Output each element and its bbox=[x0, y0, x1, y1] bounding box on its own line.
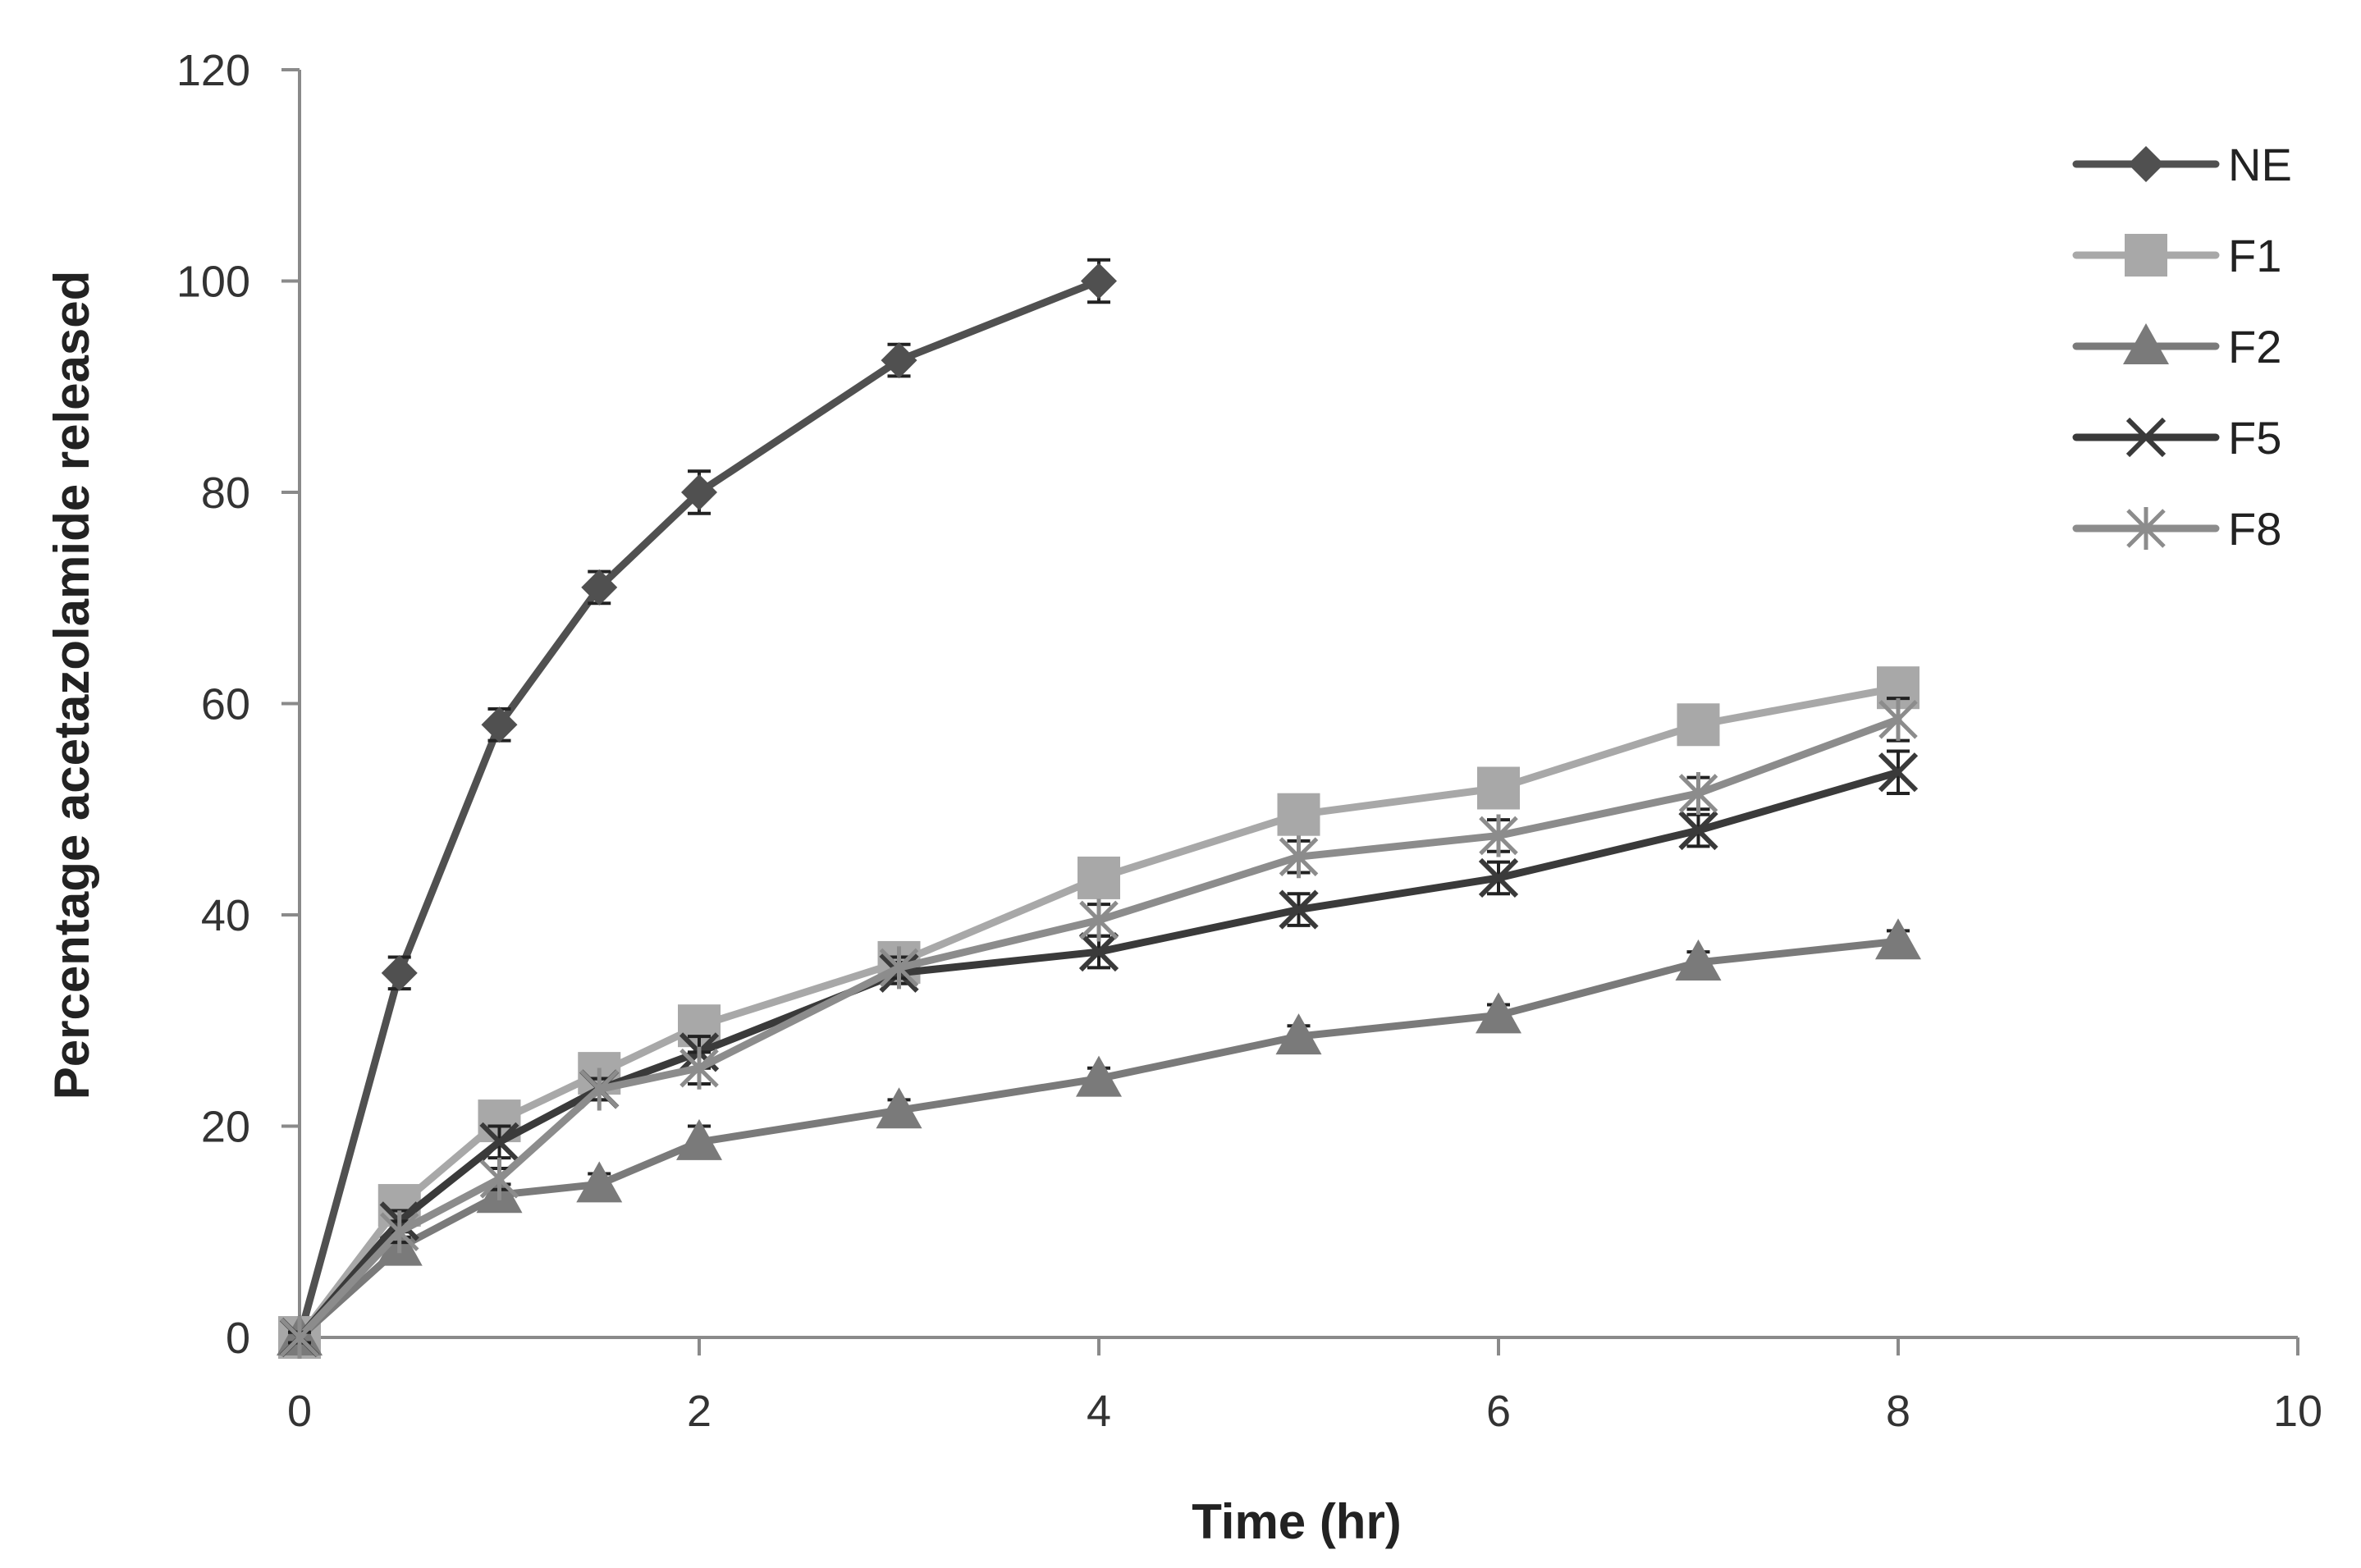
data-point-f2 bbox=[1076, 1055, 1122, 1097]
y-tick-label: 80 bbox=[201, 469, 250, 518]
data-point-f8 bbox=[1678, 771, 1718, 815]
y-axis-title: Percentage acetazolamide released bbox=[44, 271, 99, 1100]
series-f5 bbox=[279, 749, 1919, 1358]
data-point-f8 bbox=[280, 1316, 319, 1359]
legend: NE F1 F2 F5 F8 bbox=[2072, 139, 2292, 555]
series-line-f8 bbox=[295, 715, 1902, 1342]
data-point-ne bbox=[581, 569, 618, 606]
data-point-f8 bbox=[879, 946, 919, 990]
data-point-f5 bbox=[1078, 931, 1119, 972]
data-point-f2 bbox=[1675, 939, 1722, 981]
legend-label-f8: F8 bbox=[2228, 503, 2281, 555]
marker-stroke bbox=[1678, 810, 1718, 851]
data-point-f8 bbox=[579, 1067, 620, 1111]
data-point-f5 bbox=[1678, 810, 1718, 851]
x-tick-label: 2 bbox=[687, 1387, 712, 1436]
data-point-f2 bbox=[1275, 1013, 1322, 1055]
legend-item-f2: F2 bbox=[2072, 321, 2281, 373]
legend-label-f1: F1 bbox=[2228, 230, 2281, 281]
data-point-f1 bbox=[1477, 766, 1520, 810]
data-point-ne bbox=[1081, 263, 1117, 299]
data-point-f5 bbox=[1478, 857, 1519, 898]
series-f2 bbox=[277, 918, 1921, 1355]
legend-label-ne: NE bbox=[2228, 139, 2292, 190]
data-point-f2 bbox=[876, 1087, 922, 1129]
y-tick-label: 100 bbox=[176, 258, 250, 307]
data-point-ne bbox=[881, 342, 917, 379]
series-line-ne bbox=[295, 277, 1103, 1342]
data-point-f2 bbox=[576, 1161, 623, 1203]
marker-stroke bbox=[1478, 857, 1519, 898]
y-tick-label: 60 bbox=[201, 680, 250, 729]
legend-label-f5: F5 bbox=[2228, 412, 2281, 464]
marker-stroke bbox=[1279, 889, 1319, 930]
legend-item-f8: F8 bbox=[2072, 503, 2281, 555]
data-point-f2 bbox=[1875, 918, 1921, 960]
data-point-f1 bbox=[1078, 856, 1120, 899]
x-axis-title: Time (hr) bbox=[1192, 1494, 1402, 1549]
data-point-f1 bbox=[1677, 703, 1720, 747]
data-point-f5 bbox=[479, 1122, 519, 1162]
x-tick-label: 4 bbox=[1087, 1387, 1111, 1436]
marker-stroke bbox=[1078, 931, 1119, 972]
data-point-f8 bbox=[1878, 697, 1918, 741]
legend-marker-f2 bbox=[2123, 323, 2169, 364]
data-point-f8 bbox=[679, 1046, 719, 1090]
data-point-ne bbox=[481, 706, 518, 743]
series-line-f1 bbox=[295, 683, 1902, 1342]
legend-marker-f8 bbox=[2126, 507, 2166, 550]
data-point-f8 bbox=[1279, 835, 1319, 879]
marker-stroke bbox=[2125, 417, 2167, 458]
legend-marker-ne bbox=[2128, 146, 2164, 182]
data-point-f2 bbox=[676, 1118, 722, 1160]
legend-item-f1: F1 bbox=[2072, 230, 2281, 281]
data-point-f2 bbox=[1476, 992, 1521, 1034]
legend-item-f5: F5 bbox=[2072, 412, 2281, 464]
x-tick-label: 8 bbox=[1886, 1387, 1910, 1436]
y-tick-label: 40 bbox=[201, 891, 250, 940]
marker-stroke bbox=[1878, 752, 1919, 793]
data-point-ne bbox=[681, 474, 717, 510]
axes-layer: 0 20 40 60 80 100 120 0 2 4 6 8 10 bbox=[176, 46, 2322, 1436]
legend-item-ne: NE bbox=[2072, 139, 2292, 190]
data-point-f5 bbox=[1878, 752, 1919, 793]
data-point-f8 bbox=[1079, 898, 1119, 942]
series-f1 bbox=[278, 666, 1919, 1359]
x-tick-label: 10 bbox=[2273, 1387, 2322, 1436]
marker-stroke bbox=[479, 1122, 519, 1162]
data-point-f8 bbox=[1479, 814, 1518, 857]
legend-marker-f1 bbox=[2125, 234, 2167, 277]
series-layer bbox=[277, 258, 1921, 1359]
data-point-f8 bbox=[479, 1157, 519, 1200]
y-tick-label: 120 bbox=[176, 46, 250, 95]
data-point-f5 bbox=[1279, 889, 1319, 930]
data-point-f1 bbox=[1277, 793, 1320, 836]
series-f8 bbox=[280, 697, 1918, 1359]
legend-marker-f5 bbox=[2125, 417, 2167, 458]
data-point-ne bbox=[381, 954, 418, 991]
y-tick-label: 0 bbox=[226, 1314, 250, 1363]
x-tick-label: 0 bbox=[287, 1387, 312, 1436]
x-tick-label: 6 bbox=[1486, 1387, 1511, 1436]
y-tick-label: 20 bbox=[201, 1103, 250, 1152]
legend-label-f2: F2 bbox=[2228, 321, 2281, 373]
data-point-f8 bbox=[379, 1210, 419, 1254]
